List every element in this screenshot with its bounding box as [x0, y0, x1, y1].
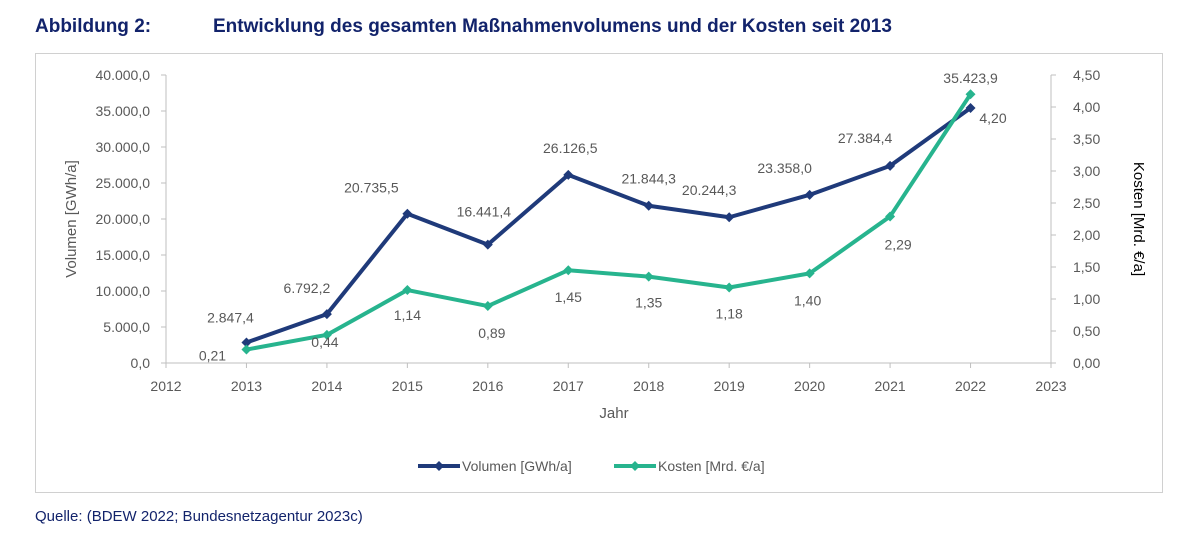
y-left-tick-label: 30.000,0 — [96, 139, 151, 155]
x-tick-label: 2020 — [794, 378, 825, 394]
y-left-tick-label: 15.000,0 — [96, 247, 151, 263]
y-left-tick-label: 25.000,0 — [96, 175, 151, 191]
volumen-line — [244, 105, 973, 345]
y-right-tick-label: 1,00 — [1073, 291, 1100, 307]
figure-title: Abbildung 2: Entwicklung des gesamten Maß… — [35, 16, 892, 38]
kosten-line — [244, 92, 973, 352]
kosten-data-label: 0,21 — [199, 348, 226, 364]
volumen-marker — [643, 200, 654, 211]
line-chart: 2012 2013 2014 2015 2016 2017 2018 2019 2020 2021… — [63, 67, 1147, 474]
kosten-data-label: 1,18 — [716, 305, 743, 321]
kosten-marker — [885, 211, 896, 222]
y-left-tick-label: 35.000,0 — [96, 103, 151, 119]
y-left-tick-label: 0,0 — [131, 355, 151, 371]
figure-number: Abbildung 2: — [35, 16, 152, 37]
volumen-marker — [321, 309, 332, 320]
volumen-data-label: 35.423,9 — [943, 70, 998, 86]
kosten-marker — [965, 89, 976, 100]
kosten-data-label: 2,29 — [884, 236, 911, 252]
kosten-data-label: 4,20 — [979, 110, 1006, 126]
legend-entry-label: Kosten [Mrd. €/a] — [658, 458, 765, 474]
legend-entry-label: Volumen [GWh/a] — [462, 458, 572, 474]
volumen-data-label: 21.844,3 — [621, 171, 676, 187]
x-tick-label: 2021 — [875, 378, 906, 394]
x-tick-label: 2022 — [955, 378, 986, 394]
volumen-marker — [724, 212, 735, 223]
x-tick-label: 2014 — [311, 378, 342, 394]
kosten-data-label: 1,40 — [794, 292, 821, 308]
y-right-tick-label: 0,00 — [1073, 355, 1100, 371]
y-right-tick-label: 2,50 — [1073, 195, 1100, 211]
kosten-marker — [563, 265, 574, 276]
x-tick-label: 2013 — [231, 378, 262, 394]
y-left-tick-label: 5.000,0 — [103, 319, 150, 335]
kosten-marker — [643, 271, 654, 282]
volumen-data-label: 27.384,4 — [838, 130, 893, 146]
volumen-data-label: 23.358,0 — [757, 160, 812, 176]
volumen-data-label: 20.244,3 — [682, 182, 737, 198]
volumen-marker — [402, 208, 413, 219]
volumen-data-label: 2.847,4 — [207, 309, 254, 325]
x-tick-label: 2019 — [714, 378, 745, 394]
volumen-marker — [965, 102, 976, 113]
kosten-marker — [804, 268, 815, 279]
legend-swatch-marker — [630, 461, 640, 471]
legend-swatch-marker — [434, 461, 444, 471]
volumen-marker — [241, 337, 252, 348]
source-note: Quelle: (BDEW 2022; Bundesnetzagentur 20… — [35, 508, 363, 525]
y-right-tick-label: 4,00 — [1073, 99, 1100, 115]
y-left-axis-title: Volumen [GWh/a] — [63, 160, 80, 278]
y-right-axis-title: Kosten [Mrd. €/a] — [1130, 162, 1147, 276]
x-tick-label: 2016 — [472, 378, 503, 394]
x-tick-label: 2017 — [553, 378, 584, 394]
volumen-marker — [563, 169, 574, 180]
chart-axes: 2012 2013 2014 2015 2016 2017 2018 2019 2020 2021… — [63, 67, 1147, 422]
y-right-tick-label: 2,00 — [1073, 227, 1100, 243]
kosten-data-label: 1,45 — [555, 289, 582, 305]
x-tick-label: 2018 — [633, 378, 664, 394]
kosten-data-label: 0,44 — [311, 334, 338, 350]
y-right-tick-label: 0,50 — [1073, 323, 1100, 339]
volumen-marker — [804, 189, 815, 200]
x-tick-label: 2023 — [1035, 378, 1066, 394]
chart-data-labels: 2.847,4 6.792,2 20.735,5 16.441,4 26.126,5 21… — [199, 70, 1007, 364]
y-left-tick-label: 10.000,0 — [96, 283, 151, 299]
volumen-data-label: 20.735,5 — [344, 180, 399, 196]
kosten-marker — [482, 301, 493, 312]
kosten-marker — [321, 329, 332, 340]
volumen-data-label: 26.126,5 — [543, 140, 598, 156]
kosten-data-label: 0,89 — [478, 325, 505, 341]
kosten-marker — [724, 282, 735, 293]
y-left-tick-label: 20.000,0 — [96, 211, 151, 227]
chart-frame — [35, 53, 1163, 493]
kosten-marker — [402, 285, 413, 296]
x-tick-label: 2012 — [150, 378, 181, 394]
y-right-tick-label: 3,50 — [1073, 131, 1100, 147]
y-left-tick-label: 40.000,0 — [96, 67, 151, 83]
figure-title-text: Entwicklung des gesamten Maßnahmenvolume… — [213, 16, 892, 37]
chart-legend: Volumen [GWh/a] Kosten [Mrd. €/a] — [418, 458, 765, 474]
kosten-marker — [241, 344, 252, 355]
x-axis-title: Jahr — [599, 405, 628, 422]
y-right-tick-label: 4,50 — [1073, 67, 1100, 83]
y-right-tick-label: 3,00 — [1073, 163, 1100, 179]
volumen-marker — [482, 239, 493, 250]
x-tick-label: 2015 — [392, 378, 423, 394]
kosten-data-label: 1,14 — [394, 307, 421, 323]
chart-series — [241, 89, 976, 355]
volumen-data-label: 6.792,2 — [284, 280, 331, 296]
y-right-tick-label: 1,50 — [1073, 259, 1100, 275]
volumen-data-label: 16.441,4 — [457, 204, 512, 220]
volumen-marker — [885, 160, 896, 171]
kosten-data-label: 1,35 — [635, 295, 662, 311]
